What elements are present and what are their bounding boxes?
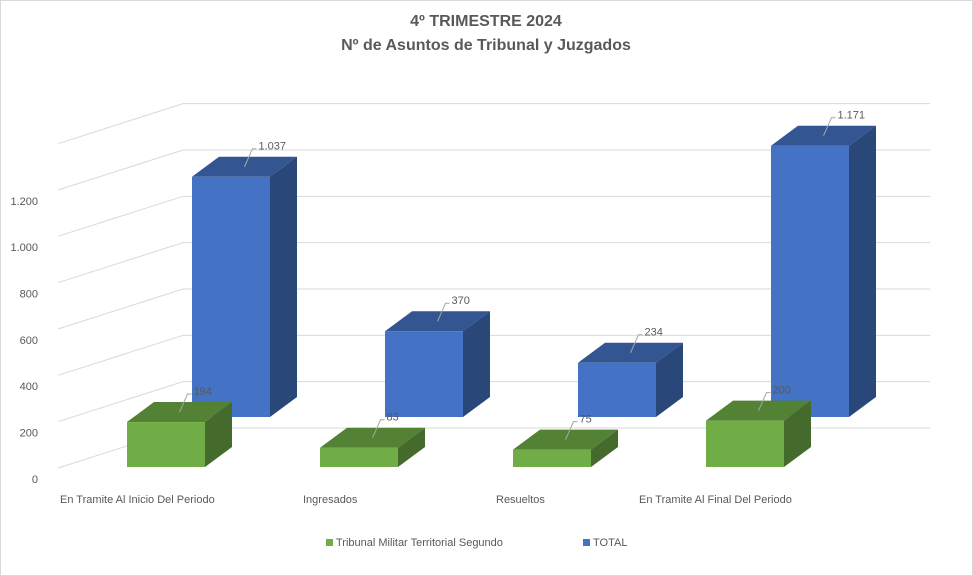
y-tick-label: 0 xyxy=(32,474,38,486)
leader-line xyxy=(565,421,578,440)
grid-line xyxy=(57,195,930,237)
bar xyxy=(578,342,683,417)
bar xyxy=(385,311,490,417)
bar-side xyxy=(656,342,683,417)
legend-swatch xyxy=(583,539,590,546)
data-label: 1.037 xyxy=(259,141,287,153)
bar-front xyxy=(513,449,591,467)
leader-line xyxy=(244,148,257,167)
y-tick-label: 1.200 xyxy=(10,196,38,208)
bar-side xyxy=(463,311,490,417)
bar xyxy=(771,125,876,418)
leader-line xyxy=(372,419,385,438)
grid-line xyxy=(57,242,930,284)
y-tick-label: 1.000 xyxy=(10,242,38,254)
bar-side xyxy=(784,400,811,467)
grid-line xyxy=(57,334,930,376)
x-tick-label: En Tramite Al Inicio Del Periodo xyxy=(60,494,215,506)
leader-line xyxy=(437,302,450,322)
bar-front xyxy=(127,422,205,467)
y-tick-label: 600 xyxy=(20,335,38,347)
chart-title: 4º TRIMESTRE 2024 xyxy=(410,13,562,30)
x-tick-label: Resueltos xyxy=(496,494,545,506)
chart-subtitle: Nº de Asuntos de Tribunal y Juzgados xyxy=(341,37,631,54)
bar-front xyxy=(385,331,463,417)
leader-line xyxy=(179,393,192,413)
leader-line xyxy=(630,334,643,353)
bar-front xyxy=(192,176,270,417)
bar-side xyxy=(205,402,232,467)
grid-line xyxy=(57,103,930,145)
grid-line xyxy=(57,149,930,191)
bar-front xyxy=(771,145,849,418)
y-tick-label: 400 xyxy=(20,381,38,393)
data-label: 234 xyxy=(645,327,663,339)
y-tick-label: 800 xyxy=(20,289,38,301)
data-label: 1.171 xyxy=(838,110,866,122)
bar xyxy=(192,156,297,418)
y-tick-label: 200 xyxy=(20,428,38,440)
bar-front xyxy=(706,420,784,467)
data-label: 75 xyxy=(580,414,592,426)
x-tick-label: Ingresados xyxy=(303,494,358,506)
data-label: 194 xyxy=(194,386,212,398)
bar-side xyxy=(591,429,618,467)
legend-label: Tribunal Militar Territorial Segundo xyxy=(336,537,503,549)
bar-side xyxy=(270,156,297,418)
bar-front xyxy=(320,447,398,467)
legend-label: TOTAL xyxy=(593,537,627,549)
x-tick-label: En Tramite Al Final Del Periodo xyxy=(639,494,792,506)
data-label: 370 xyxy=(452,295,470,307)
data-label: 83 xyxy=(387,412,399,424)
bar-side xyxy=(849,125,876,418)
leader-line xyxy=(758,392,771,411)
data-label: 200 xyxy=(773,385,791,397)
bar-front xyxy=(578,362,656,417)
bar-side xyxy=(398,427,425,467)
legend-swatch xyxy=(326,539,333,546)
grid-line xyxy=(57,288,930,330)
leader-line xyxy=(823,117,836,136)
